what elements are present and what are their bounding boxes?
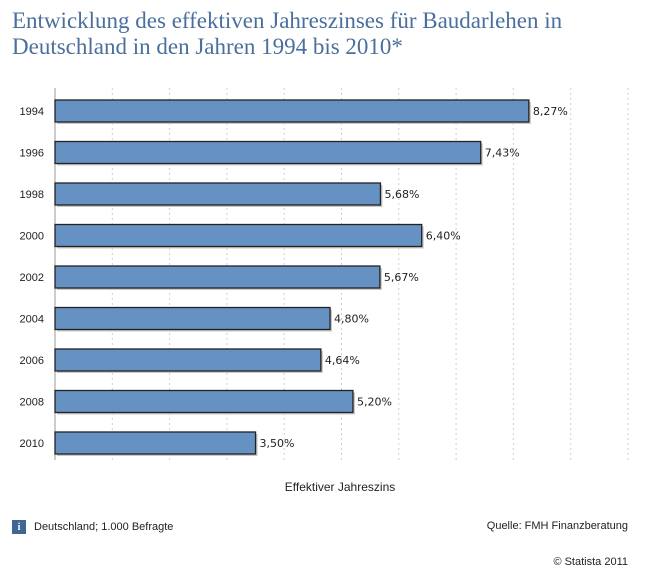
bar-2004[interactable] [54, 306, 331, 331]
source-text: Quelle: FMH Finanzberatung [486, 520, 628, 532]
info-icon[interactable]: i [12, 520, 26, 534]
y-tick-label: 1994 [20, 106, 44, 118]
bar-2002[interactable] [54, 265, 381, 289]
bar-value-label: 4,80% [334, 313, 369, 326]
bar-2006[interactable] [54, 348, 322, 372]
footer-note: i Deutschland; 1.000 Befragte [12, 520, 173, 534]
y-tick-label: 1998 [20, 189, 44, 201]
bar-value-label: 5,68% [384, 188, 419, 201]
copyright-text: © Statista 2011 [553, 556, 628, 568]
bar-2008[interactable] [54, 389, 354, 414]
bar-value-label: 5,67% [384, 271, 419, 284]
bar-2000[interactable] [54, 223, 423, 248]
footer-note-text: Deutschland; 1.000 Befragte [34, 521, 174, 533]
y-tick-label: 2002 [20, 272, 44, 284]
bar-value-label: 3,50% [260, 437, 295, 450]
chart-title: Entwicklung des effektiven Jahreszinses … [12, 8, 563, 59]
bar-chart: 1994 8,27% 1996 7,43% 1998 5,68% 2000 6,40% 2002… [20, 88, 629, 460]
bar-value-label: 8,27% [533, 105, 568, 118]
y-tick-label: 2010 [20, 438, 44, 450]
x-axis-label: Effektiver Jahreszins [284, 480, 396, 494]
bar-1998[interactable] [54, 182, 382, 206]
y-tick-label: 1996 [20, 148, 44, 160]
y-tick-label: 2004 [20, 314, 44, 326]
bar-2010[interactable] [54, 431, 257, 455]
bar-1996[interactable] [54, 140, 482, 165]
y-tick-label: 2008 [20, 397, 44, 409]
y-tick-label: 2000 [20, 231, 44, 243]
bar-value-label: 6,40% [426, 230, 461, 243]
bar-value-label: 7,43% [485, 147, 520, 160]
bar-1994[interactable] [54, 99, 530, 123]
bar-value-label: 4,64% [325, 354, 360, 367]
bar-value-label: 5,20% [357, 396, 392, 409]
y-tick-label: 2006 [20, 355, 44, 367]
